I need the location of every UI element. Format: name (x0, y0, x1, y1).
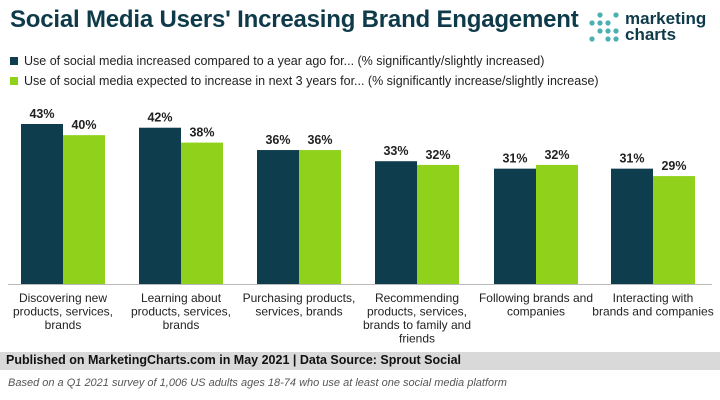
footer-note: Based on a Q1 2021 survey of 1,006 US ad… (8, 377, 507, 389)
bar-series-2-cat-5 (536, 164, 578, 284)
bar-series-2-cat-1 (63, 135, 105, 284)
chart-title: Social Media Users' Increasing Brand Eng… (10, 6, 579, 33)
x-tick-label-line: Recommending (375, 291, 459, 305)
bar-series-2-cat-4 (417, 164, 459, 284)
data-label-series-2-cat-6: 29% (661, 159, 686, 173)
bar-series-1-cat-5 (494, 168, 536, 284)
logo-dot (613, 36, 619, 42)
logo-dot (597, 20, 603, 26)
bar-series-2-cat-6 (653, 176, 695, 284)
x-tick-label-2: Learning about products, services, brands (131, 291, 231, 332)
x-tick-label-line: products, services, (131, 305, 231, 319)
data-label-series-2-cat-1: 40% (71, 118, 96, 132)
data-label-series-1-cat-1: 43% (29, 107, 54, 121)
x-tick-label-4: Recommending products, services, brands to… (363, 291, 471, 346)
x-tick-label-line: Discovering new (19, 291, 107, 305)
bar-series-2-cat-3 (299, 150, 341, 284)
data-label-series-2-cat-3: 36% (307, 133, 332, 147)
bar-series-2-cat-2 (181, 142, 223, 284)
x-tick-label-line: brands and companies (592, 305, 713, 319)
bar-series-1-cat-3 (257, 150, 299, 284)
logo-dots-icon (589, 12, 619, 42)
x-tick-label-line: Following brands and (479, 291, 593, 305)
logo-dot (613, 28, 619, 34)
x-tick-label-line: Purchasing products, (243, 291, 356, 305)
bar-series-1-cat-2 (139, 127, 181, 284)
footer-bar: Published on MarketingCharts.com in May … (0, 352, 720, 370)
logo-dot (597, 28, 603, 34)
legend-label-series-2: Use of social media expected to increase… (24, 74, 599, 88)
logo-dot (605, 36, 611, 42)
data-label-series-1-cat-6: 31% (619, 152, 644, 166)
x-tick-label-1: Discovering new products, services, brands (13, 291, 113, 332)
logo-dot (597, 12, 603, 18)
logo-line-2: charts (625, 25, 677, 44)
bar-series-1-cat-4 (375, 161, 417, 284)
legend-swatch-series-1 (10, 57, 18, 65)
x-tick-label-3: Purchasing products, services, brands (243, 291, 356, 319)
x-tick-label-line: Interacting with (613, 291, 694, 305)
x-tick-label-line: products, services, (367, 305, 467, 319)
x-tick-label-line: companies (507, 305, 565, 319)
logo-dot (605, 20, 611, 26)
bar-series-1-cat-1 (21, 124, 63, 284)
data-label-series-2-cat-2: 38% (189, 126, 214, 140)
legend-swatch-series-2 (10, 77, 18, 85)
logo-dot (589, 36, 595, 42)
x-tick-label-5: Following brands and companies (479, 291, 593, 319)
logo-dot (589, 20, 595, 26)
logo-text: marketing charts (625, 9, 707, 44)
x-tick-label-line: brands to family and (363, 318, 471, 332)
x-tick-label-line: Learning about (141, 291, 222, 305)
logo-line-1: marketing (625, 9, 707, 28)
x-tick-label-6: Interacting with brands and companies (592, 291, 713, 319)
legend-label-series-1: Use of social media increased compared t… (24, 54, 545, 68)
x-tick-label-line: brands (163, 318, 200, 332)
x-tick-label-line: brands (45, 318, 82, 332)
logo-dot (613, 12, 619, 18)
data-label-series-1-cat-2: 42% (147, 111, 172, 125)
data-label-series-1-cat-4: 33% (383, 144, 408, 158)
data-label-series-2-cat-4: 32% (425, 148, 450, 162)
bar-series-1-cat-6 (611, 168, 653, 284)
legend-item-series-2: Use of social media expected to increase… (10, 74, 599, 88)
marketingcharts-logo: marketing charts (588, 8, 716, 48)
legend-item-series-1: Use of social media increased compared t… (10, 54, 544, 68)
data-label-series-1-cat-3: 36% (265, 133, 290, 147)
x-tick-label-line: services, brands (255, 305, 342, 319)
x-tick-label-line: products, services, (13, 305, 113, 319)
data-label-series-1-cat-5: 31% (502, 152, 527, 166)
bar-chart: 43%40%Discovering new products, services,… (8, 107, 714, 346)
data-label-series-2-cat-5: 32% (544, 148, 569, 162)
footer-published-text: Published on MarketingCharts.com in May … (6, 353, 461, 367)
x-tick-label-line: friends (399, 332, 435, 346)
logo-dot (605, 28, 611, 34)
